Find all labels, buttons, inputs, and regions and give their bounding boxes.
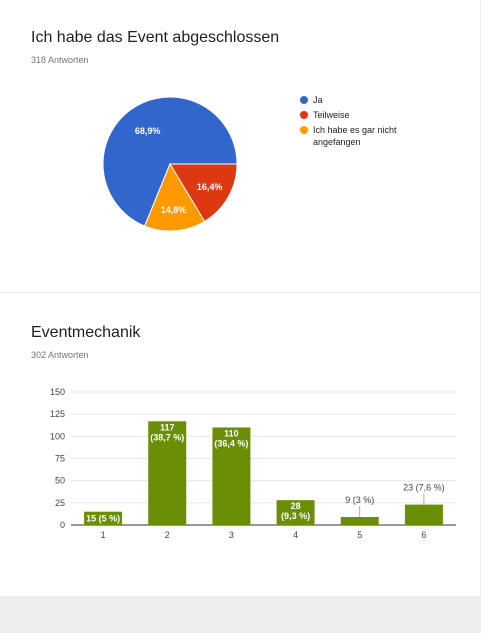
bar-value-label: 117 xyxy=(160,422,175,432)
legend-swatch xyxy=(300,96,308,104)
slice-label: 14,8% xyxy=(161,205,187,215)
bar xyxy=(340,517,379,525)
bar-value-label: 9 (3 %) xyxy=(345,495,374,505)
bar xyxy=(276,500,315,525)
bar-value-label: 110 xyxy=(224,428,239,438)
x-tick-label: 6 xyxy=(421,530,426,540)
y-tick-label: 125 xyxy=(50,409,65,419)
y-tick-label: 0 xyxy=(60,520,65,530)
bar-value-label: (36,4 %) xyxy=(214,438,248,448)
question-card-1: Ich habe das Event abgeschlossen 318 Ant… xyxy=(0,0,480,292)
y-tick-label: 100 xyxy=(50,431,65,441)
x-tick-label: 2 xyxy=(165,530,170,540)
legend-label: Ich habe es gar nicht angefangen xyxy=(313,125,397,147)
bar-value-label: (9,3 %) xyxy=(281,511,310,521)
y-tick-label: 150 xyxy=(50,387,65,397)
x-tick-label: 5 xyxy=(357,530,362,540)
bar-value-label: 23 (7,6 %) xyxy=(403,483,445,493)
legend-swatch xyxy=(300,126,308,134)
bar xyxy=(212,427,251,525)
x-tick-label: 1 xyxy=(101,530,106,540)
response-count: 302 Antworten xyxy=(31,350,89,360)
question-title: Eventmechanik xyxy=(31,324,141,341)
pie-slice xyxy=(169,163,238,223)
bar-chart: 0 25 50 75 100 125 150 1 15 (5 %) 2 117(38,7 %) 3 11… xyxy=(50,387,456,540)
slice-label: 68,9% xyxy=(135,126,161,136)
question-title: Ich habe das Event abgeschlossen xyxy=(31,29,280,46)
bar xyxy=(404,504,443,525)
bar-value-label: 15 (5 %) xyxy=(86,513,120,523)
legend-label: Teilweise xyxy=(313,110,350,120)
bar xyxy=(84,511,123,525)
question-card-2: Eventmechanik 302 Antworten 0 25 50 75 100 12… xyxy=(0,293,480,596)
bar xyxy=(148,421,187,525)
pie-slice xyxy=(102,96,238,227)
y-tick-label: 75 xyxy=(55,454,65,464)
bar-value-label: 28 xyxy=(291,501,301,511)
pie-slice xyxy=(144,162,206,232)
legend-label: Ja xyxy=(313,95,323,105)
response-count: 318 Antworten xyxy=(31,55,89,65)
x-tick-label: 3 xyxy=(229,530,234,540)
legend-swatch xyxy=(300,111,308,119)
x-tick-label: 4 xyxy=(293,530,298,540)
y-tick-label: 25 xyxy=(55,498,65,508)
bar-value-label: (38,7 %) xyxy=(150,432,184,442)
y-tick-label: 50 xyxy=(55,476,65,486)
slice-label: 16,4% xyxy=(197,182,223,192)
pie-chart: 68,9% 16,4% 14,8% Ja Teilweise Ich habe es ga… xyxy=(102,95,397,232)
